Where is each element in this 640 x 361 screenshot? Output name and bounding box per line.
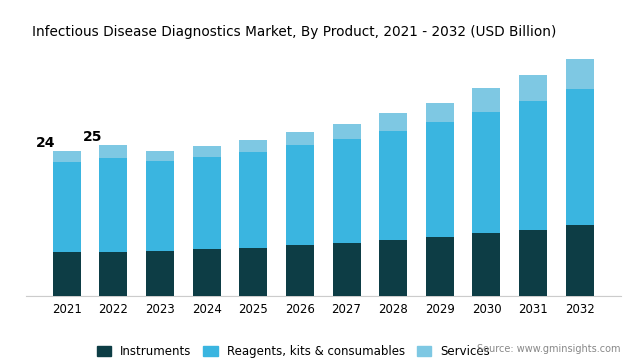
Bar (193, 157, 221, 249)
Bar (286, 145, 314, 245)
Bar (99, 158, 127, 252)
Bar (286, 245, 314, 296)
Bar (52, 252, 81, 296)
Bar (426, 237, 454, 296)
Bar (472, 88, 500, 112)
Bar (52, 151, 81, 162)
Bar (519, 75, 547, 101)
Bar (379, 240, 407, 296)
Text: Source: www.gminsights.com: Source: www.gminsights.com (477, 344, 621, 354)
Bar (426, 122, 454, 237)
Bar (146, 161, 174, 251)
Bar (146, 151, 174, 161)
Text: 24: 24 (36, 136, 56, 150)
Bar (472, 112, 500, 233)
Bar (193, 146, 221, 157)
Bar (426, 103, 454, 122)
Text: Infectious Disease Diagnostics Market, By Product, 2021 - 2032 (USD Billion): Infectious Disease Diagnostics Market, B… (32, 25, 556, 39)
Bar (99, 252, 127, 296)
Bar (566, 88, 594, 225)
Bar (286, 131, 314, 145)
Bar (52, 162, 81, 252)
Bar (379, 131, 407, 240)
Bar (333, 124, 360, 139)
Bar (146, 251, 174, 296)
Bar (519, 101, 547, 230)
Bar (99, 145, 127, 158)
Bar (239, 152, 268, 248)
Bar (379, 113, 407, 131)
Bar (239, 248, 268, 296)
Bar (239, 140, 268, 152)
Bar (333, 243, 360, 296)
Bar (193, 249, 221, 296)
Text: 25: 25 (83, 130, 102, 144)
Legend: Instruments, Reagents, kits & consumables, Services: Instruments, Reagents, kits & consumable… (92, 340, 495, 361)
Bar (519, 230, 547, 296)
Bar (566, 225, 594, 296)
Bar (333, 139, 360, 243)
Bar (566, 59, 594, 88)
Bar (472, 233, 500, 296)
